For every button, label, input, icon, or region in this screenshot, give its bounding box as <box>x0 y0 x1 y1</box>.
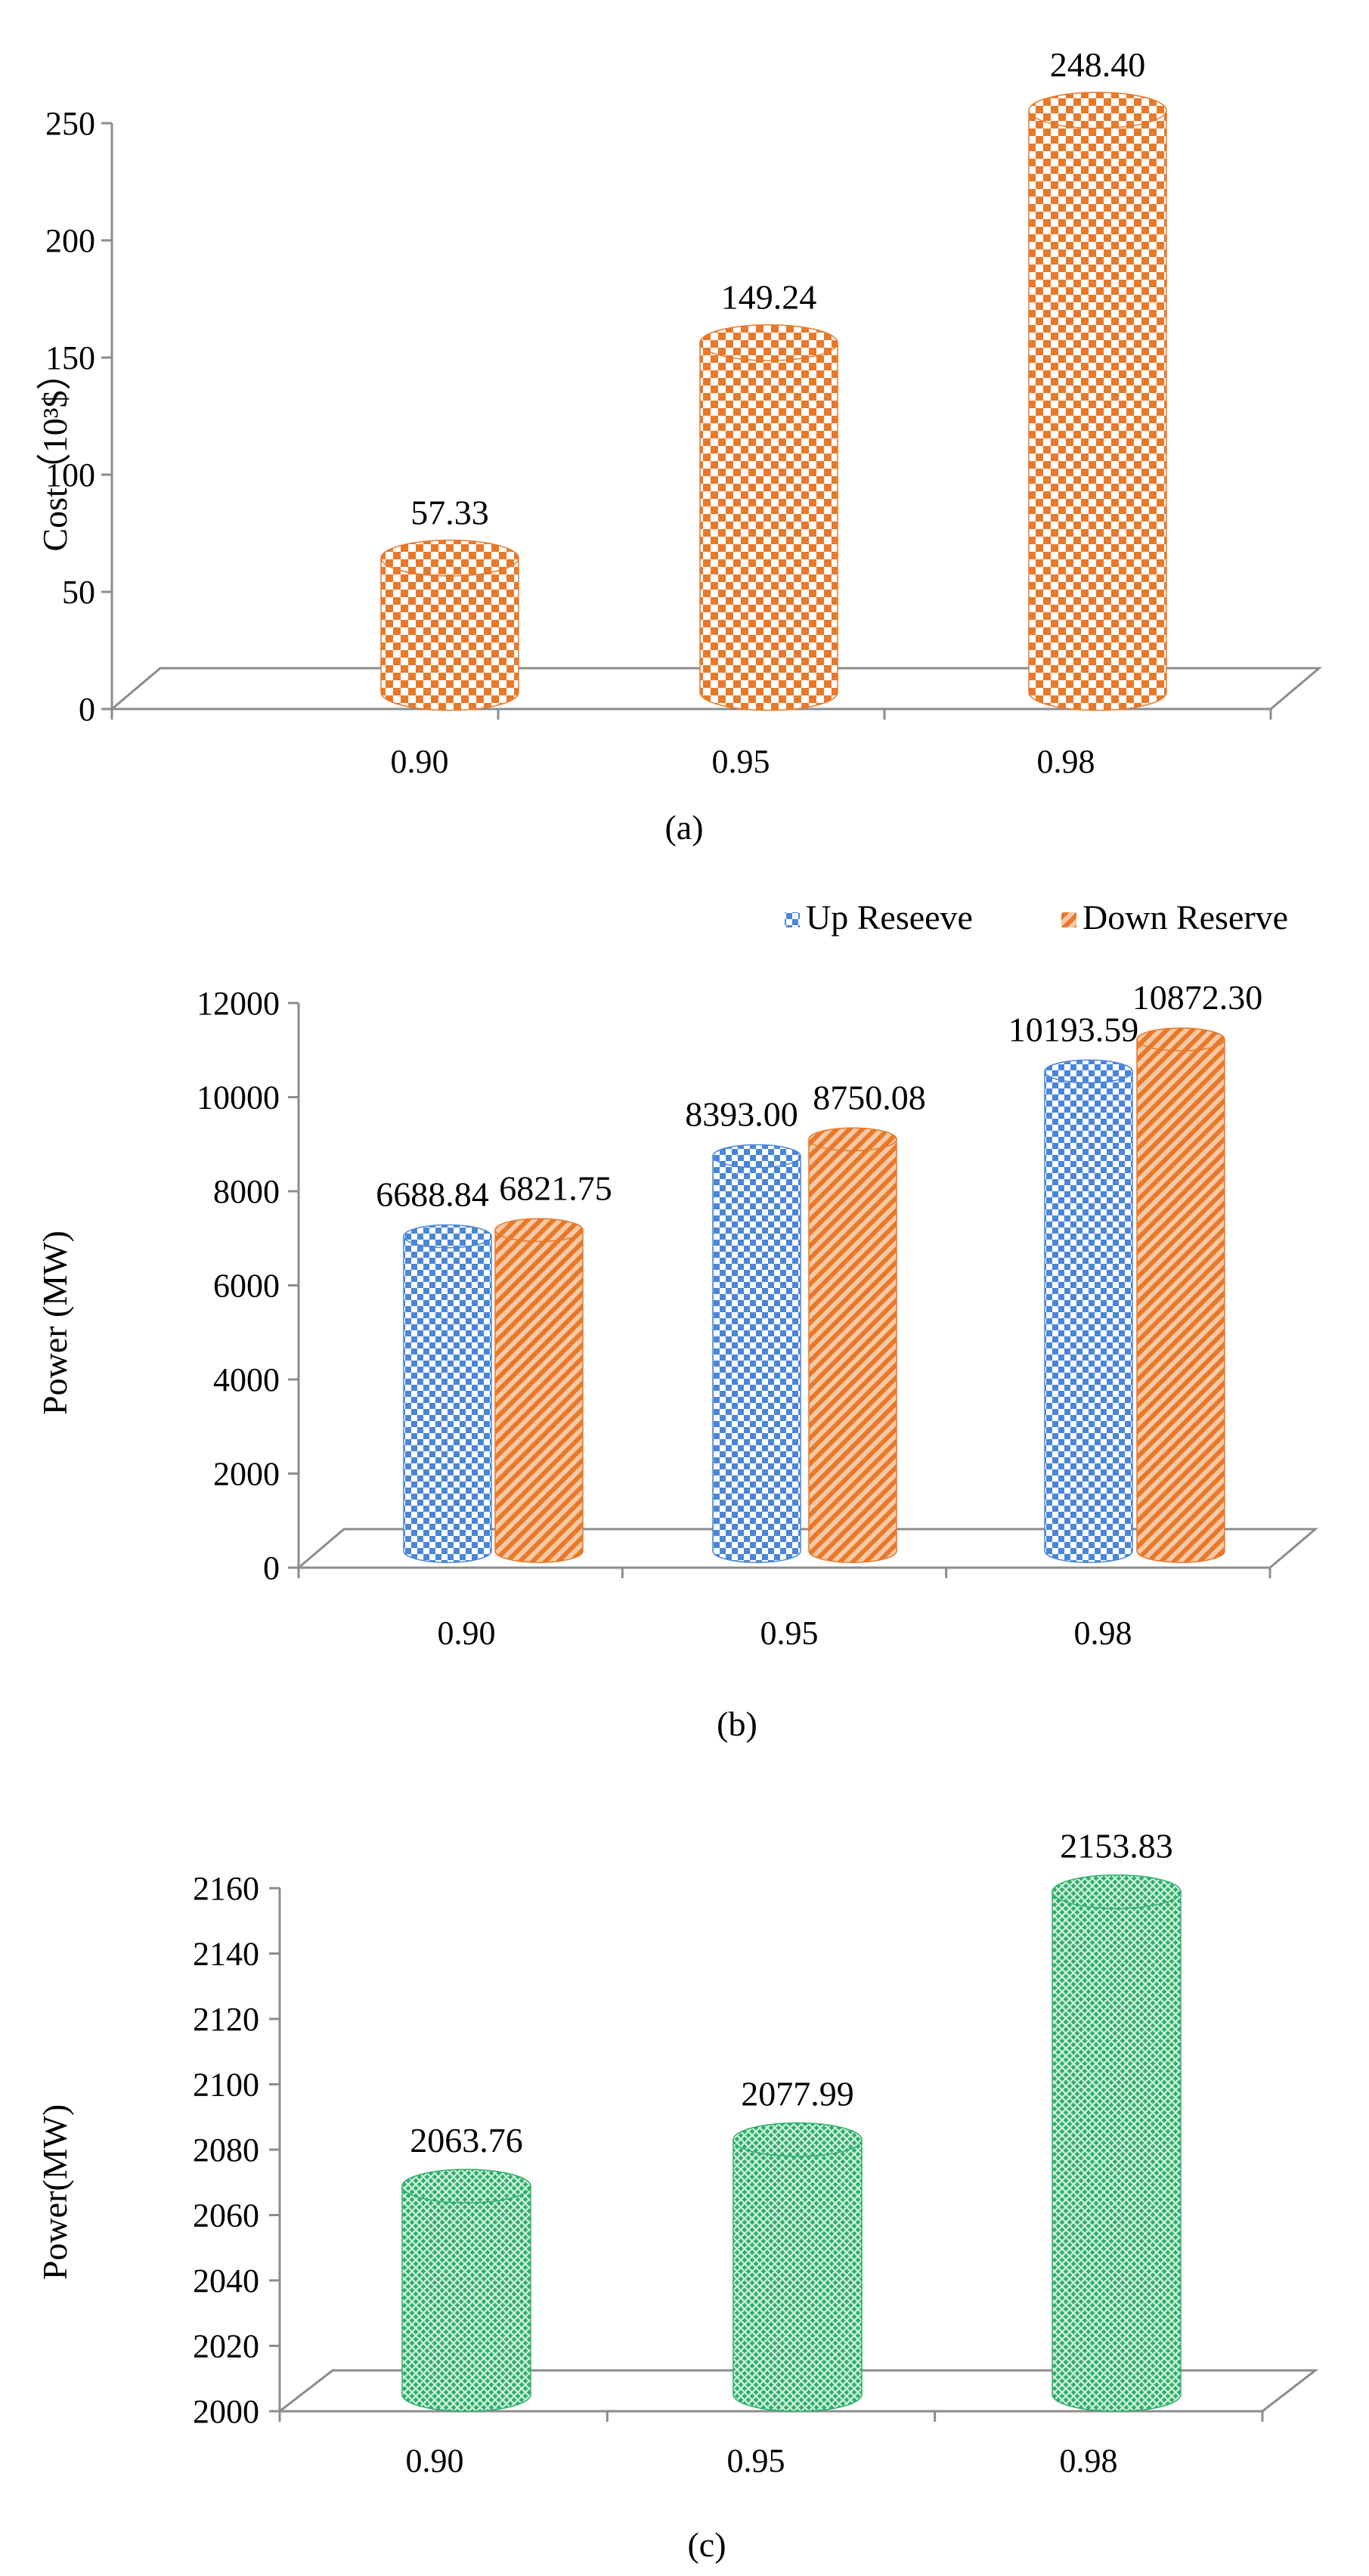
data-label-a-cost-0-98: 248.40 <box>1050 45 1146 84</box>
bar-body-b-down-reserve-0-95 <box>808 1138 897 1563</box>
data-label-a-cost-0-95: 149.24 <box>721 277 817 316</box>
bar-body-b-up-reseeve-0-95 <box>712 1155 801 1563</box>
chart-panel-b: Up Reseeve Down Reserve Power (MW) 0 2000… <box>36 898 1319 1743</box>
bar-top-c-power-0-98 <box>1052 1874 1182 1909</box>
chart-panel-c: Power(MW) 2000 2020 2040 2060 2080 2100 2120 21… <box>36 1827 1319 2564</box>
bar-body-c-power-0-98 <box>1052 1890 1182 2412</box>
bar-c-power-0-98 <box>1052 1874 1182 2412</box>
bar-top-a-cost-0-98 <box>1028 91 1167 129</box>
y-tick-label-b-0: 0 <box>263 1550 280 1587</box>
bar-b-down-reserve-0-90 <box>494 1218 584 1563</box>
y-tick-label-a-0: 0 <box>79 691 95 728</box>
bar-top-c-power-0-90 <box>401 2169 531 2204</box>
bar-body-c-power-0-90 <box>401 2185 531 2412</box>
y-tick-label-b-6000: 6000 <box>213 1268 280 1305</box>
x-tick-label-a-0-95: 0.95 <box>712 743 770 780</box>
y-tick-label-b-2000: 2000 <box>213 1456 280 1493</box>
y-tick-label-c-2160: 2160 <box>193 1870 259 1907</box>
panel-b-marks: 0 2000 4000 6000 8000 10000 12000 0.90 0.95 0.98 6… <box>197 978 1319 1652</box>
bar-top-b-up-reseeve-0-95 <box>712 1144 801 1169</box>
bar-body-a-cost-0-95 <box>699 342 838 711</box>
panel-a-marks: 0 50 100 150 200 250 0.90 0.95 0.98 57.33 149.24 24… <box>45 45 1323 780</box>
chart-panel-a: Cost（10³$） 0 50 100 150 200 250 0.90 0.95 0.98 57… <box>36 45 1323 847</box>
bar-body-b-up-reseeve-0-90 <box>403 1235 492 1563</box>
data-label-c-power-0-90: 2063.76 <box>410 2121 523 2160</box>
x-tick-label-c-0-98: 0.98 <box>1060 2442 1118 2479</box>
y-axis-label-a: Cost（10³$） <box>36 355 74 551</box>
data-label-b-down-reserve-0-90: 6821.75 <box>499 1169 612 1207</box>
x-tick-label-a-0-98: 0.98 <box>1037 743 1095 780</box>
bar-body-a-cost-0-98 <box>1028 110 1167 711</box>
bar-b-up-reseeve-0-98 <box>1044 1059 1133 1563</box>
y-axis-label-b: Power (MW) <box>36 1231 74 1415</box>
y-tick-label-c-2080: 2080 <box>193 2132 259 2169</box>
panel-c-marks: 2000 2020 2040 2060 2080 2100 2120 2140 2160 0.90… <box>193 1827 1319 2479</box>
bar-b-up-reseeve-0-95 <box>712 1144 801 1563</box>
y-tick-label-c-2020: 2020 <box>193 2328 259 2365</box>
y-tick-label-c-2060: 2060 <box>193 2197 259 2234</box>
bar-c-power-0-90 <box>401 2169 531 2412</box>
bar-c-power-0-95 <box>733 2122 863 2412</box>
legend-label-down-reserve: Down Reserve <box>1083 898 1288 937</box>
caption-a: (a) <box>664 808 703 847</box>
data-label-b-down-reserve-0-98: 10872.30 <box>1132 978 1263 1017</box>
data-label-b-up-reseeve-0-90: 6688.84 <box>376 1175 489 1214</box>
data-label-b-up-reseeve-0-95: 8393.00 <box>685 1095 798 1134</box>
bar-b-down-reserve-0-95 <box>808 1127 897 1563</box>
data-label-a-cost-0-90: 57.33 <box>410 493 489 531</box>
caption-c: (c) <box>687 2525 726 2564</box>
x-tick-label-a-0-90: 0.90 <box>391 743 449 780</box>
y-tick-label-b-4000: 4000 <box>213 1361 280 1398</box>
bar-top-b-down-reserve-0-90 <box>494 1218 584 1243</box>
legend-label-up-reseeve: Up Reseeve <box>806 898 973 937</box>
bar-a-cost-0-90 <box>380 539 519 711</box>
legend-swatch-up-reseeve <box>785 912 800 927</box>
bar-top-b-down-reserve-0-98 <box>1136 1027 1225 1052</box>
bar-body-b-down-reserve-0-98 <box>1136 1039 1225 1563</box>
data-label-b-down-reserve-0-95: 8750.08 <box>813 1078 926 1116</box>
x-tick-label-b-0-90: 0.90 <box>438 1615 496 1652</box>
y-tick-label-b-8000: 8000 <box>213 1173 280 1210</box>
x-tick-label-c-0-90: 0.90 <box>406 2442 464 2479</box>
y-axis-label-c: Power(MW) <box>36 2104 74 2280</box>
y-tick-label-c-2040: 2040 <box>193 2262 259 2299</box>
bar-body-b-up-reseeve-0-98 <box>1044 1070 1133 1563</box>
y-tick-label-c-2120: 2120 <box>193 2001 259 2038</box>
caption-b: (b) <box>717 1704 757 1743</box>
y-tick-label-c-2000: 2000 <box>193 2393 259 2430</box>
y-tick-label-a-200: 200 <box>45 222 95 259</box>
x-tick-label-c-0-95: 0.95 <box>727 2442 785 2479</box>
legend-swatch-down-reserve <box>1061 912 1076 927</box>
bar-a-cost-0-95 <box>699 324 838 711</box>
y-tick-label-c-2100: 2100 <box>193 2067 259 2104</box>
bar-body-a-cost-0-90 <box>380 557 519 711</box>
x-tick-label-b-0-95: 0.95 <box>760 1615 819 1652</box>
bar-top-a-cost-0-95 <box>699 324 838 361</box>
legend-b: Up Reseeve Down Reserve <box>785 898 1288 937</box>
data-label-b-up-reseeve-0-98: 10193.59 <box>1008 1010 1139 1048</box>
bar-top-b-up-reseeve-0-90 <box>403 1224 492 1249</box>
y-tick-label-b-10000: 10000 <box>197 1079 280 1116</box>
bar-top-b-down-reserve-0-95 <box>808 1127 897 1152</box>
bar-b-up-reseeve-0-90 <box>403 1224 492 1563</box>
y-tick-label-c-2140: 2140 <box>193 1936 259 1973</box>
y-tick-label-a-150: 150 <box>45 339 95 376</box>
bar-body-c-power-0-95 <box>733 2138 863 2412</box>
bar-top-a-cost-0-90 <box>380 539 519 577</box>
data-label-c-power-0-98: 2153.83 <box>1060 1827 1173 1865</box>
data-label-c-power-0-95: 2077.99 <box>741 2075 854 2113</box>
y-tick-label-a-250: 250 <box>45 105 95 142</box>
bar-top-b-up-reseeve-0-98 <box>1044 1059 1133 1084</box>
bar-a-cost-0-98 <box>1028 91 1167 711</box>
y-tick-label-b-12000: 12000 <box>197 985 280 1022</box>
x-tick-label-b-0-98: 0.98 <box>1074 1615 1132 1652</box>
y-tick-label-a-100: 100 <box>45 457 95 494</box>
bar-top-c-power-0-95 <box>733 2122 863 2157</box>
bar-body-b-down-reserve-0-90 <box>494 1229 584 1563</box>
y-tick-label-a-50: 50 <box>62 574 95 611</box>
bar-b-down-reserve-0-98 <box>1136 1027 1225 1563</box>
